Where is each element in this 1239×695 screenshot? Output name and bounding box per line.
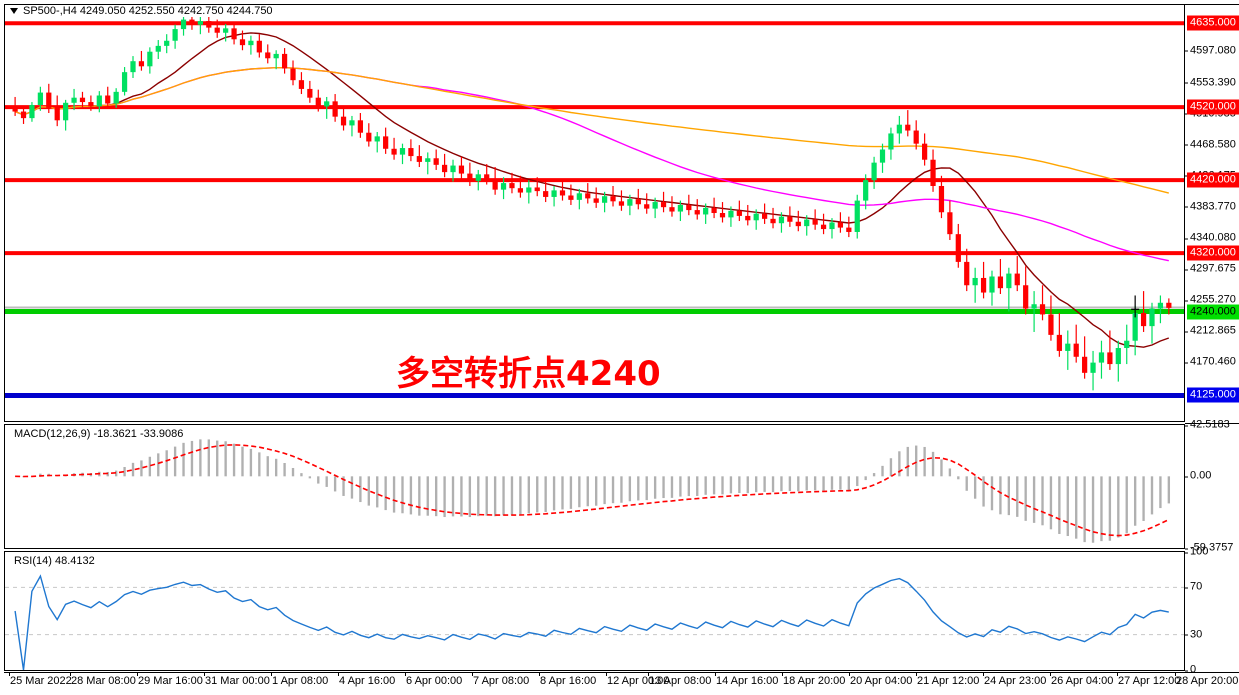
price-scale-tick: 4170.460: [1185, 356, 1236, 368]
time-scale-tick: 7 Apr 08:00: [471, 672, 530, 687]
price-scale-tick: 4297.675: [1185, 263, 1236, 275]
rsi-plot-area[interactable]: [5, 552, 1184, 670]
price-scale-tick: 4597.080: [1185, 45, 1236, 56]
time-scale-tick: 14 Apr 16:00: [714, 672, 779, 687]
time-scale-tick: 12 Apr 00:00: [605, 672, 670, 687]
symbol-header[interactable]: SP500-,H4 4249.050 4252.550 4242.750 424…: [8, 5, 275, 17]
price-level-badge[interactable]: 4420.000: [1187, 172, 1239, 188]
chart-annotation-text: 多空转折点4240: [396, 354, 661, 394]
price-level-badge[interactable]: 4320.000: [1187, 245, 1239, 261]
time-scale-tick: 20 Apr 04:00: [848, 672, 913, 687]
time-scale-tick: 28 Apr 20:00: [1174, 672, 1239, 687]
macd-scale-axis: 42.5183 0.00 -59.3757: [1185, 419, 1239, 553]
time-scale-tick: 4 Apr 16:00: [337, 672, 396, 687]
rsi-scale-tick: 70: [1185, 581, 1202, 593]
rsi-label: RSI(14) 48.4132: [12, 555, 97, 567]
macd-scale-tick: 42.5183: [1185, 419, 1230, 431]
time-scale-tick: 18 Apr 20:00: [781, 672, 846, 687]
price-chart-panel[interactable]: [4, 4, 1185, 422]
time-scale-tick: 21 Apr 12:00: [915, 672, 980, 687]
price-scale-tick: 4468.580: [1185, 139, 1236, 150]
time-scale-tick: 27 Apr 12:00: [1116, 672, 1181, 687]
price-level-badge[interactable]: 4125.000: [1187, 387, 1239, 403]
macd-scale-tick: -59.3757: [1185, 542, 1233, 554]
price-plot-area[interactable]: [5, 5, 1184, 421]
price-scale-tick: 4383.770: [1185, 201, 1236, 212]
price-scale-tick: 4340.080: [1185, 232, 1236, 244]
macd-scale-tick: 0.00: [1185, 470, 1211, 482]
price-scale-tick: 4212.865: [1185, 325, 1236, 337]
time-scale-tick: 1 Apr 08:00: [270, 672, 329, 687]
price-scale-tick: 4255.270: [1185, 294, 1236, 306]
rsi-panel[interactable]: RSI(14) 48.4132: [4, 551, 1185, 671]
time-scale-tick: 31 Mar 00:00: [204, 672, 270, 687]
time-scale-tick: 26 Apr 04:00: [1049, 672, 1114, 687]
triangle-down-icon[interactable]: [10, 8, 18, 14]
rsi-scale-tick: 30: [1185, 629, 1202, 640]
price-scale-axis[interactable]: 4597.0804553.3904510.9854468.5804426.175…: [1185, 4, 1239, 424]
symbol-header-text: SP500-,H4 4249.050 4252.550 4242.750 424…: [23, 5, 273, 17]
time-scale-tick: 6 Apr 00:00: [404, 672, 463, 687]
price-scale-tick: 4553.390: [1185, 77, 1236, 88]
rsi-scale-tick: 100: [1185, 546, 1208, 558]
macd-panel[interactable]: MACD(12,26,9) -18.3621 -33.9086: [4, 424, 1185, 549]
macd-label: MACD(12,26,9) -18.3621 -33.9086: [12, 428, 186, 440]
time-scale-tick: 24 Apr 23:00: [982, 672, 1047, 687]
price-level-badge[interactable]: 4520.000: [1187, 99, 1239, 115]
price-level-badge[interactable]: 4240.000: [1187, 304, 1239, 320]
price-level-badge[interactable]: 4635.000: [1187, 15, 1239, 31]
time-scale-tick: 28 Mar 08:00: [70, 672, 136, 687]
macd-plot-area[interactable]: [5, 425, 1184, 548]
time-scale-tick: 8 Apr 16:00: [538, 672, 597, 687]
rsi-scale-tick: 0: [1185, 664, 1196, 676]
time-scale-axis[interactable]: 25 Mar 2022 28 Mar 08:00 29 Mar 16:00 31 Ma…: [4, 672, 1239, 694]
time-scale-tick: 13 Apr 08:00: [647, 672, 712, 687]
time-scale-tick: 29 Mar 16:00: [137, 672, 203, 687]
rsi-scale-axis: 100 70 30 0: [1185, 546, 1239, 675]
time-scale-tick: 25 Mar 2022: [9, 672, 72, 687]
